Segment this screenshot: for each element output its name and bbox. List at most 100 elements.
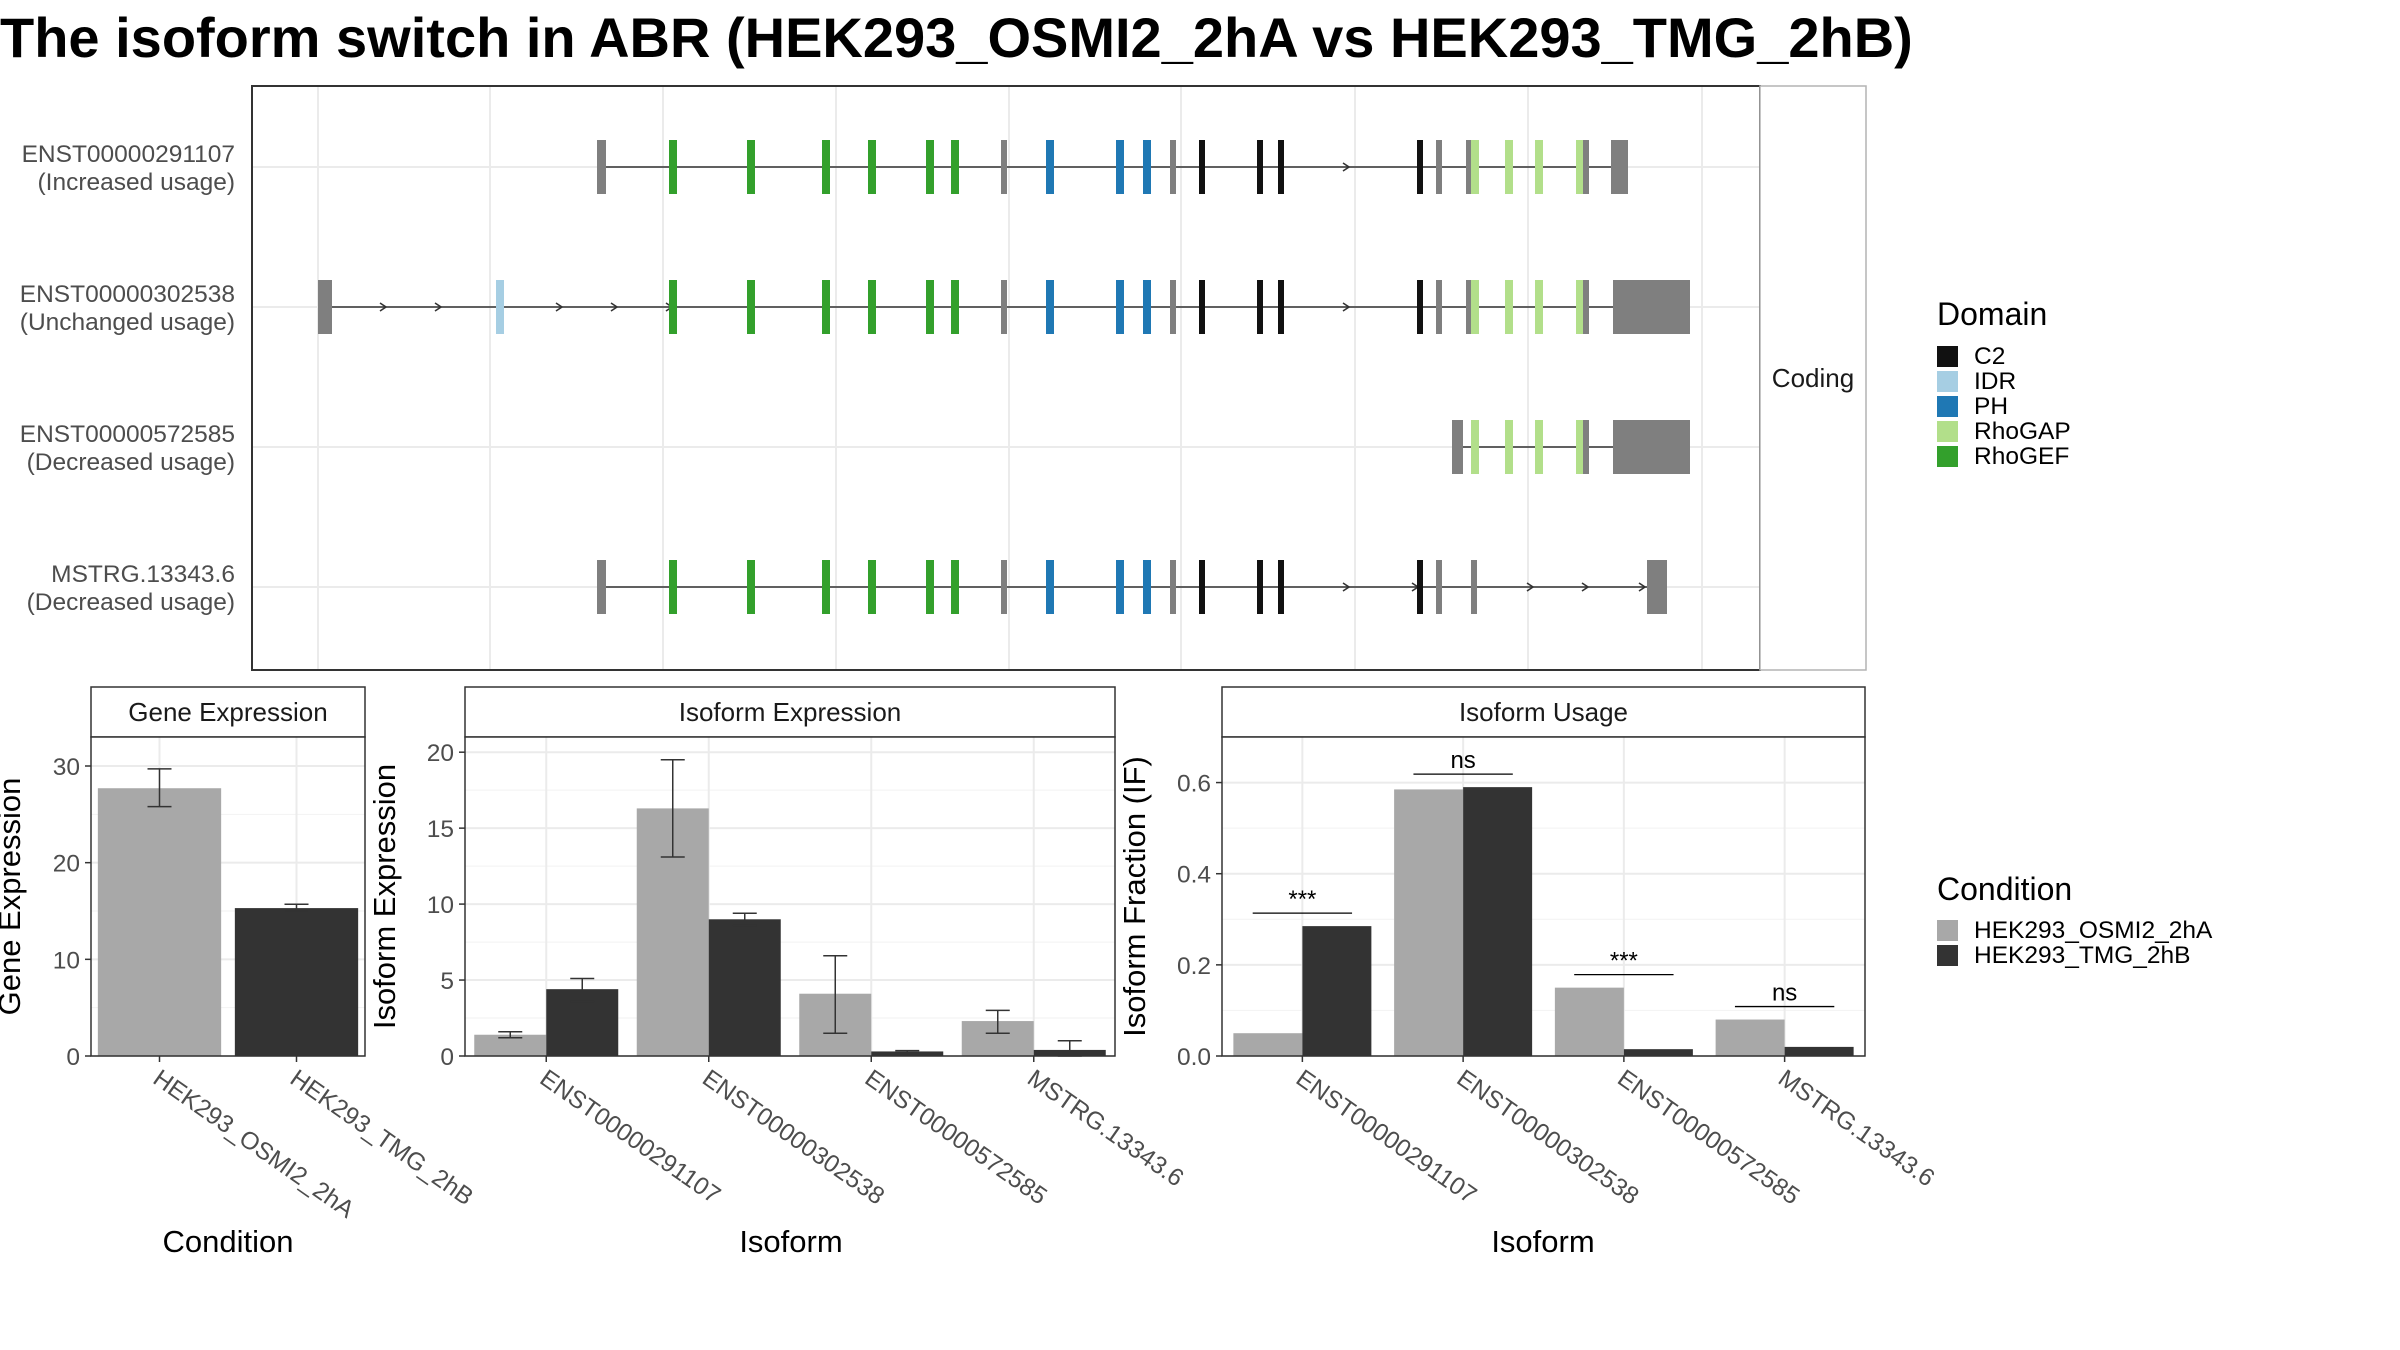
exon-c2 — [1257, 280, 1263, 334]
exon-ph — [1143, 140, 1151, 194]
exon-rhogap — [1535, 420, 1543, 474]
exon-rhogef — [926, 280, 934, 334]
bar — [234, 908, 359, 1056]
facet-strip-label: Coding — [1772, 363, 1854, 393]
y-tick-label: 0.2 — [1177, 953, 1211, 980]
exon-rhogap — [1535, 140, 1543, 194]
exon-noncoding — [1436, 140, 1442, 194]
strand-arrow — [379, 302, 388, 312]
exon-rhogef — [822, 560, 830, 614]
utr-block — [1613, 420, 1690, 474]
expression-panels: Gene Expression0102030HEK293_OSMI2_2hAHE… — [0, 686, 1939, 1259]
exon-rhogap — [1576, 140, 1584, 194]
y-tick-label: 0 — [66, 1044, 80, 1071]
exon-c2 — [1199, 140, 1205, 194]
exon-rhogap — [1576, 280, 1584, 334]
legend-label-idr: IDR — [1974, 368, 2016, 395]
legend-label-rhogef: RhoGEF — [1974, 443, 2069, 470]
exon-c2 — [1417, 280, 1423, 334]
panel-1: Isoform Expression 0 5 10 15 20 ENST0000029110… — [367, 686, 1188, 1259]
exon-ph — [1143, 560, 1151, 614]
y-tick-label: 0.6 — [1177, 771, 1211, 798]
transcript-id-label: ENST00000291107 — [22, 141, 235, 168]
legend-key-condition — [1937, 945, 1958, 966]
utr-block — [1614, 140, 1628, 194]
significance-label: ns — [1450, 747, 1475, 774]
y-axis-title: Isoform Expression — [367, 764, 402, 1029]
legend-key-rhogef — [1937, 446, 1958, 467]
exon-rhogap — [1471, 280, 1479, 334]
exon-ph — [1143, 280, 1151, 334]
strand-arrow — [1638, 582, 1647, 592]
y-tick-label: 0.4 — [1177, 862, 1211, 889]
exon-ph — [1046, 560, 1054, 614]
exon-noncoding — [1583, 420, 1589, 474]
exon-ph — [1116, 560, 1124, 614]
strand-arrow — [1581, 582, 1590, 592]
panel-border — [1221, 736, 1866, 1057]
panel-border — [90, 736, 366, 1057]
exon-c2 — [1417, 560, 1423, 614]
exon-rhogap — [1505, 280, 1513, 334]
exon-noncoding — [1647, 560, 1653, 614]
x-tick-label: MSTRG.13343.6 — [1773, 1065, 1939, 1193]
exon-rhogef — [926, 140, 934, 194]
exon-rhogap — [1505, 140, 1513, 194]
exon-rhogef — [951, 280, 959, 334]
exon-noncoding — [1611, 140, 1617, 194]
exon-rhogap — [1505, 420, 1513, 474]
exon-noncoding — [1170, 280, 1176, 334]
condition-legend-title: Condition — [1937, 871, 2072, 907]
panel-title: Isoform Usage — [1459, 697, 1628, 727]
strand-arrow — [1342, 162, 1351, 172]
x-axis-title: Isoform — [739, 1224, 842, 1259]
legend-key-idr — [1937, 371, 1958, 392]
utr-block — [1650, 560, 1667, 614]
legend-key-c2 — [1937, 346, 1958, 367]
transcript-usage-label: (Unchanged usage) — [20, 309, 235, 336]
strand-arrow — [555, 302, 564, 312]
x-tick-label: ENST00000291107 — [535, 1065, 725, 1210]
domain-legend-title: Domain — [1937, 296, 2047, 332]
exon-noncoding — [1583, 280, 1589, 334]
strand-arrow — [434, 302, 443, 312]
transcript-usage-label: (Decreased usage) — [27, 589, 235, 616]
exon-ph — [1046, 140, 1054, 194]
y-tick-label: 30 — [53, 754, 80, 781]
exon-noncoding — [1001, 280, 1007, 334]
exon-rhogef — [669, 280, 677, 334]
transcript-structure-panel: Coding ENST00000291107(Increased usage) EN… — [20, 85, 1867, 671]
x-tick-label: MSTRG.13343.6 — [1022, 1065, 1188, 1193]
exon-c2 — [1257, 140, 1263, 194]
legend-label-rhogap: RhoGAP — [1974, 418, 2071, 445]
transcript-usage-label: (Decreased usage) — [27, 449, 235, 476]
legend-key-rhogap — [1937, 421, 1958, 442]
exon-rhogef — [822, 280, 830, 334]
exon-rhogap — [1471, 420, 1479, 474]
transcript-usage-label: (Increased usage) — [38, 169, 235, 196]
y-tick-label: 20 — [427, 740, 454, 767]
y-tick-label: 10 — [427, 892, 454, 919]
exon-c2 — [1199, 280, 1205, 334]
legend-key-ph — [1937, 396, 1958, 417]
bar — [1302, 926, 1372, 1056]
figure-title: The isoform switch in ABR (HEK293_OSMI2_… — [0, 6, 1913, 69]
strand-arrow — [1526, 582, 1535, 592]
legend-label-ph: PH — [1974, 393, 2008, 420]
y-tick-label: 0.0 — [1177, 1044, 1211, 1071]
exon-c2 — [1257, 560, 1263, 614]
exon-noncoding — [1583, 140, 1589, 194]
x-axis-title: Isoform — [1491, 1224, 1594, 1259]
exon-rhogef — [669, 560, 677, 614]
transcript-id-label: MSTRG.13343.6 — [51, 561, 235, 588]
significance-label: ns — [1772, 980, 1797, 1007]
panel-border — [464, 736, 1116, 1057]
exon-c2 — [1199, 560, 1205, 614]
exon-noncoding — [326, 280, 332, 334]
exon-idr — [496, 280, 504, 334]
bar — [1394, 789, 1464, 1056]
exon-ph — [1116, 140, 1124, 194]
facet-strip — [1759, 85, 1867, 671]
